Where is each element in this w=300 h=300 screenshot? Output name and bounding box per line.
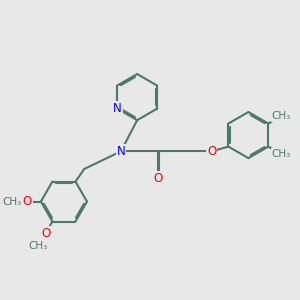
Text: N: N	[116, 145, 125, 158]
Text: CH₃: CH₃	[272, 111, 291, 121]
Text: CH₃: CH₃	[3, 196, 22, 206]
Text: CH₃: CH₃	[28, 241, 48, 251]
Text: N: N	[113, 102, 122, 115]
Text: CH₃: CH₃	[272, 149, 291, 159]
Text: O: O	[207, 145, 216, 158]
Text: O: O	[41, 227, 50, 240]
Text: O: O	[153, 172, 162, 185]
Text: O: O	[23, 195, 32, 208]
